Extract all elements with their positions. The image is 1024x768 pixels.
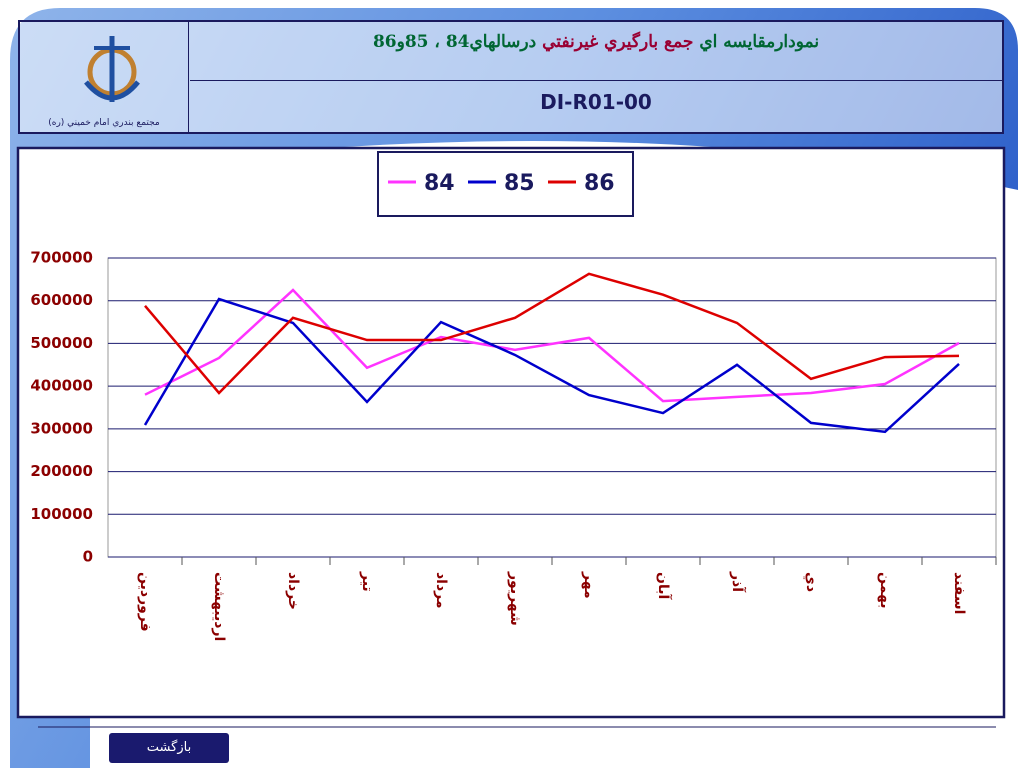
series-line [144, 272, 960, 395]
logo [84, 36, 140, 102]
title: نمودارمقايسه اي جمع بارگيري غيرنفتي درسا… [190, 22, 1002, 81]
legend-label: 84 [424, 171, 455, 196]
logo-cell: مجتمع بندري امام خميني (ره) [20, 22, 189, 132]
x-tick-label: آبان [655, 572, 673, 600]
y-tick-label: 0 [83, 548, 93, 566]
legend-box [377, 151, 634, 217]
x-tick-label: مرداد [433, 572, 449, 609]
y-tick-label: 400000 [30, 377, 93, 395]
y-tick-label: 500000 [30, 334, 93, 352]
header: مجتمع بندري امام خميني (ره) نمودارمقايسه… [18, 20, 1004, 134]
x-tick-label: ارديبهشت [211, 572, 227, 641]
series-line [144, 288, 960, 403]
x-tick-label: فروردين [137, 572, 153, 632]
x-tick-label: دي [802, 572, 819, 592]
y-tick-label: 700000 [30, 249, 93, 267]
y-tick-label: 600000 [30, 291, 93, 309]
legend-label: 85 [504, 171, 535, 196]
x-tick-label: مهر [581, 571, 597, 599]
x-tick-label: آذر [729, 571, 747, 593]
x-tick-label: اسفند [951, 572, 967, 614]
series-line [143, 297, 960, 434]
legend-label: 86 [584, 171, 615, 196]
back-button[interactable]: بازگشت [109, 733, 229, 763]
y-tick-label: 300000 [30, 419, 93, 437]
doc-code: DI-R01-00 [540, 90, 652, 114]
y-tick-label: 100000 [30, 505, 93, 523]
x-tick-label: تير [359, 571, 375, 592]
plot-area [107, 257, 997, 558]
title-part: درسالهاي84 ، 85و86 [372, 32, 537, 52]
logo-caption: مجتمع بندري امام خميني (ره) [48, 118, 160, 128]
x-tick-label: بهمن [877, 572, 893, 608]
x-tick-label: خرداد [285, 572, 301, 610]
y-tick-label: 200000 [30, 462, 93, 480]
title-part: جمع بارگيري غيرنفتي [542, 32, 694, 52]
x-tick-label: شهريور [507, 571, 523, 626]
title-part: نمودارمقايسه اي [699, 32, 820, 52]
